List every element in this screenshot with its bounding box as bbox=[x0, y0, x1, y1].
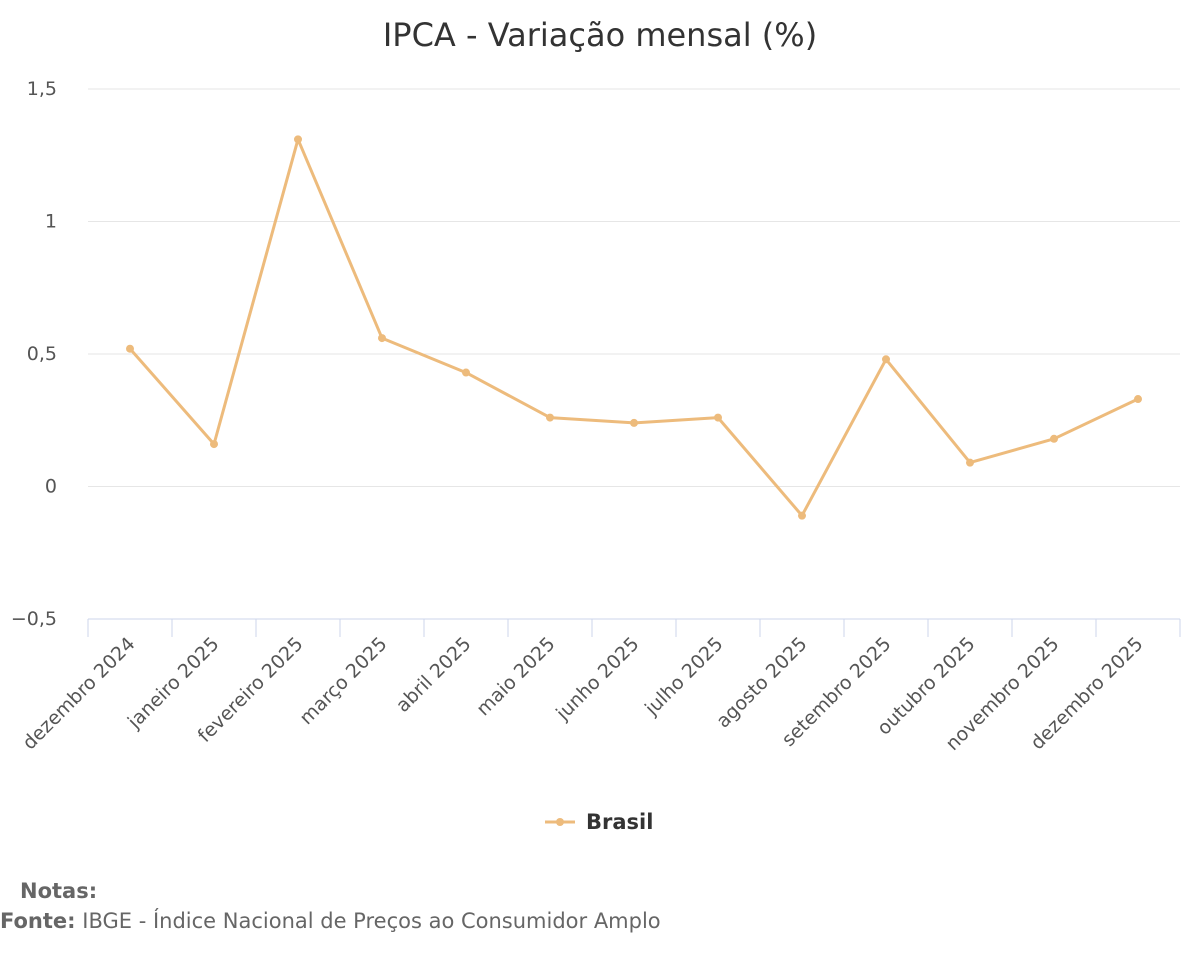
data-point bbox=[126, 344, 134, 353]
data-point bbox=[1050, 434, 1058, 443]
data-point bbox=[798, 511, 806, 520]
source-label: Fonte: bbox=[0, 909, 76, 933]
data-point bbox=[378, 334, 386, 343]
legend-label-brasil[interactable]: Brasil bbox=[586, 810, 653, 834]
y-tick-label: −0,5 bbox=[11, 608, 57, 630]
y-tick-label: 0,5 bbox=[27, 343, 57, 365]
y-tick-label: 1 bbox=[45, 211, 57, 233]
data-point bbox=[546, 413, 554, 422]
y-tick-label: 1,5 bbox=[27, 78, 57, 100]
data-point bbox=[294, 135, 302, 144]
x-tick-label: dezembro 2024 bbox=[18, 633, 139, 754]
legend[interactable]: Brasil bbox=[545, 810, 653, 834]
y-axis-ticks: −0,5 0 0,5 1 1,5 bbox=[11, 78, 57, 630]
data-point bbox=[714, 413, 722, 422]
x-tick-label: julho 2025 bbox=[640, 633, 727, 720]
grid-lines bbox=[88, 88, 1180, 487]
x-tick-label: abril 2025 bbox=[392, 633, 476, 717]
chart-footer: Notas: Fonte: IBGE - Índice Nacional de … bbox=[0, 876, 1200, 936]
source-text: IBGE - Índice Nacional de Preços ao Cons… bbox=[82, 909, 661, 933]
legend-symbol-marker bbox=[556, 818, 564, 826]
series-layer bbox=[126, 135, 1142, 520]
series-line bbox=[128, 137, 1140, 518]
x-tick-label: junho 2025 bbox=[551, 633, 643, 725]
chart-title: IPCA - Variação mensal (%) bbox=[383, 16, 817, 54]
data-point bbox=[882, 355, 890, 364]
y-tick-label: 0 bbox=[45, 476, 57, 498]
data-point bbox=[630, 418, 638, 427]
data-point bbox=[1134, 395, 1142, 404]
data-point bbox=[462, 368, 470, 377]
data-point bbox=[966, 458, 974, 467]
data-point bbox=[210, 440, 218, 449]
line-chart: IPCA - Variação mensal (%) −0,500,511,5 … bbox=[11, 16, 1181, 834]
x-tick-label: maio 2025 bbox=[472, 633, 559, 720]
notes-row: Notas: bbox=[0, 876, 1200, 906]
source-row: Fonte: IBGE - Índice Nacional de Preços … bbox=[0, 906, 1200, 936]
x-tick-label: março 2025 bbox=[295, 633, 391, 729]
notes-label: Notas: bbox=[20, 879, 98, 903]
